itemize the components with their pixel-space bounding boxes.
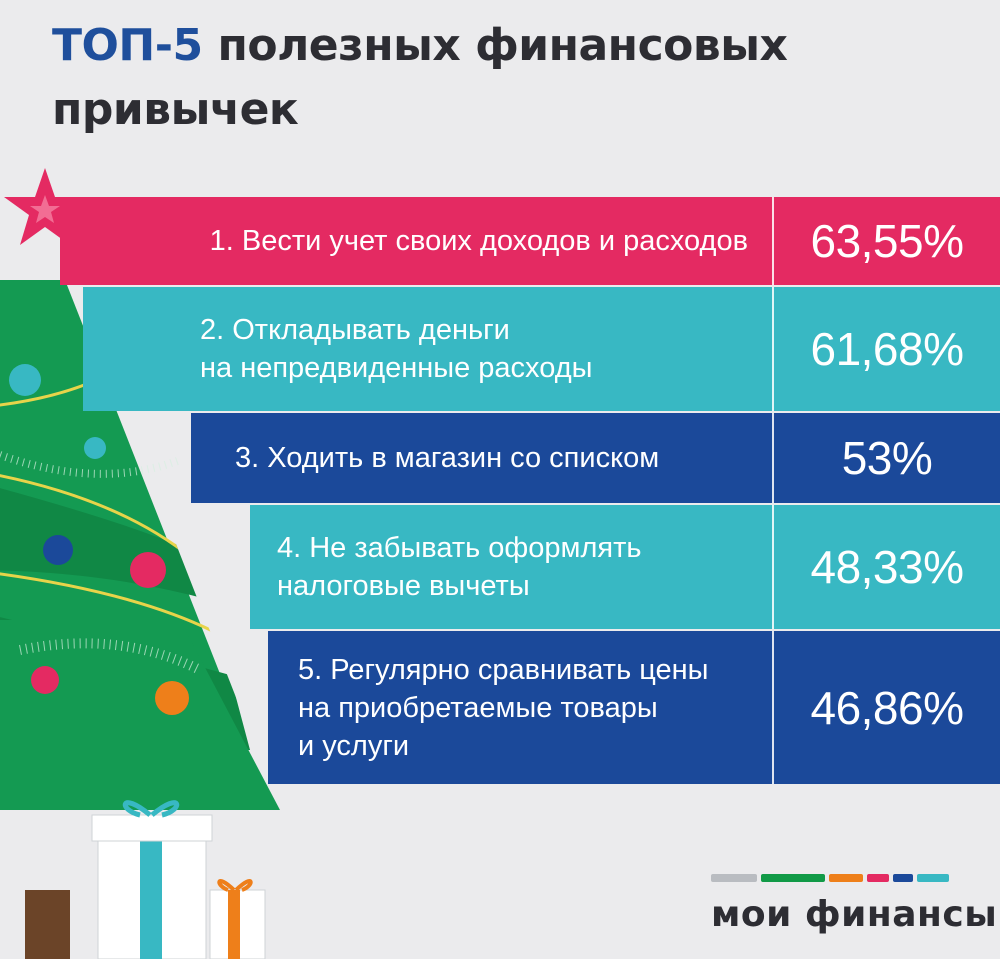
bar-divider	[772, 197, 774, 285]
bar-4: 4. Не забывать оформлять налоговые вычет…	[250, 505, 1000, 629]
ornament-icon	[43, 535, 73, 565]
title-rest: полезных финансовых привычек	[52, 20, 788, 135]
bar-label: 1. Вести учет своих доходов и расходов	[209, 225, 748, 257]
page-title: ТОП-5 полезных финансовых привычек	[52, 14, 952, 142]
logo-strip	[711, 874, 949, 882]
bar-label: 5. Регулярно сравнивать цены на приобрет…	[298, 653, 709, 762]
ornament-icon	[155, 681, 189, 715]
gift-icon	[91, 800, 213, 959]
ornament-icon	[130, 552, 166, 588]
logo-strip-segment	[761, 874, 825, 882]
bar-label: 3. Ходить в магазин со списком	[235, 442, 660, 474]
bar-divider	[772, 287, 774, 411]
snow-dust	[0, 451, 182, 478]
logo-strip-segment	[711, 874, 757, 882]
logo-strip-segment	[917, 874, 949, 882]
bar-chart: 1. Вести учет своих доходов и расходов 63…	[60, 197, 1000, 784]
bar-value: 53%	[841, 432, 933, 484]
bar-value: 61,68%	[810, 323, 964, 375]
bar-5: 5. Регулярно сравнивать цены на приобрет…	[268, 631, 1000, 784]
bar-value: 48,33%	[810, 541, 964, 593]
tree-trunk	[25, 890, 70, 959]
christmas-tree-illustration	[0, 168, 280, 959]
bar-label: 2. Откладывать деньги на непредвиденные …	[200, 314, 593, 384]
logo-strip-segment	[867, 874, 889, 882]
bar-3: 3. Ходить в магазин со списком 53%	[191, 413, 1000, 503]
bar-label: 4. Не забывать оформлять налоговые вычет…	[277, 532, 642, 602]
ornament-icon	[31, 666, 59, 694]
bar-2: 2. Откладывать деньги на непредвиденные …	[83, 287, 1000, 411]
tree-bottom-tier	[0, 620, 280, 810]
logo-text: мои финансы	[711, 894, 998, 935]
star-icon	[4, 168, 86, 245]
ornament-icon	[9, 364, 41, 396]
ornament-icon	[84, 437, 106, 459]
logo-strip-segment	[829, 874, 863, 882]
bar-divider	[772, 631, 774, 784]
title-accent: ТОП-5	[52, 20, 203, 71]
garland	[0, 568, 231, 642]
gift-icon	[209, 879, 266, 959]
bar-divider	[772, 505, 774, 629]
logo-strip-segment	[893, 874, 913, 882]
bar-1: 1. Вести учет своих доходов и расходов 63…	[60, 197, 1000, 285]
bar-value: 46,86%	[810, 681, 964, 734]
bar-value: 63,55%	[810, 215, 964, 267]
bar-divider	[772, 413, 774, 503]
